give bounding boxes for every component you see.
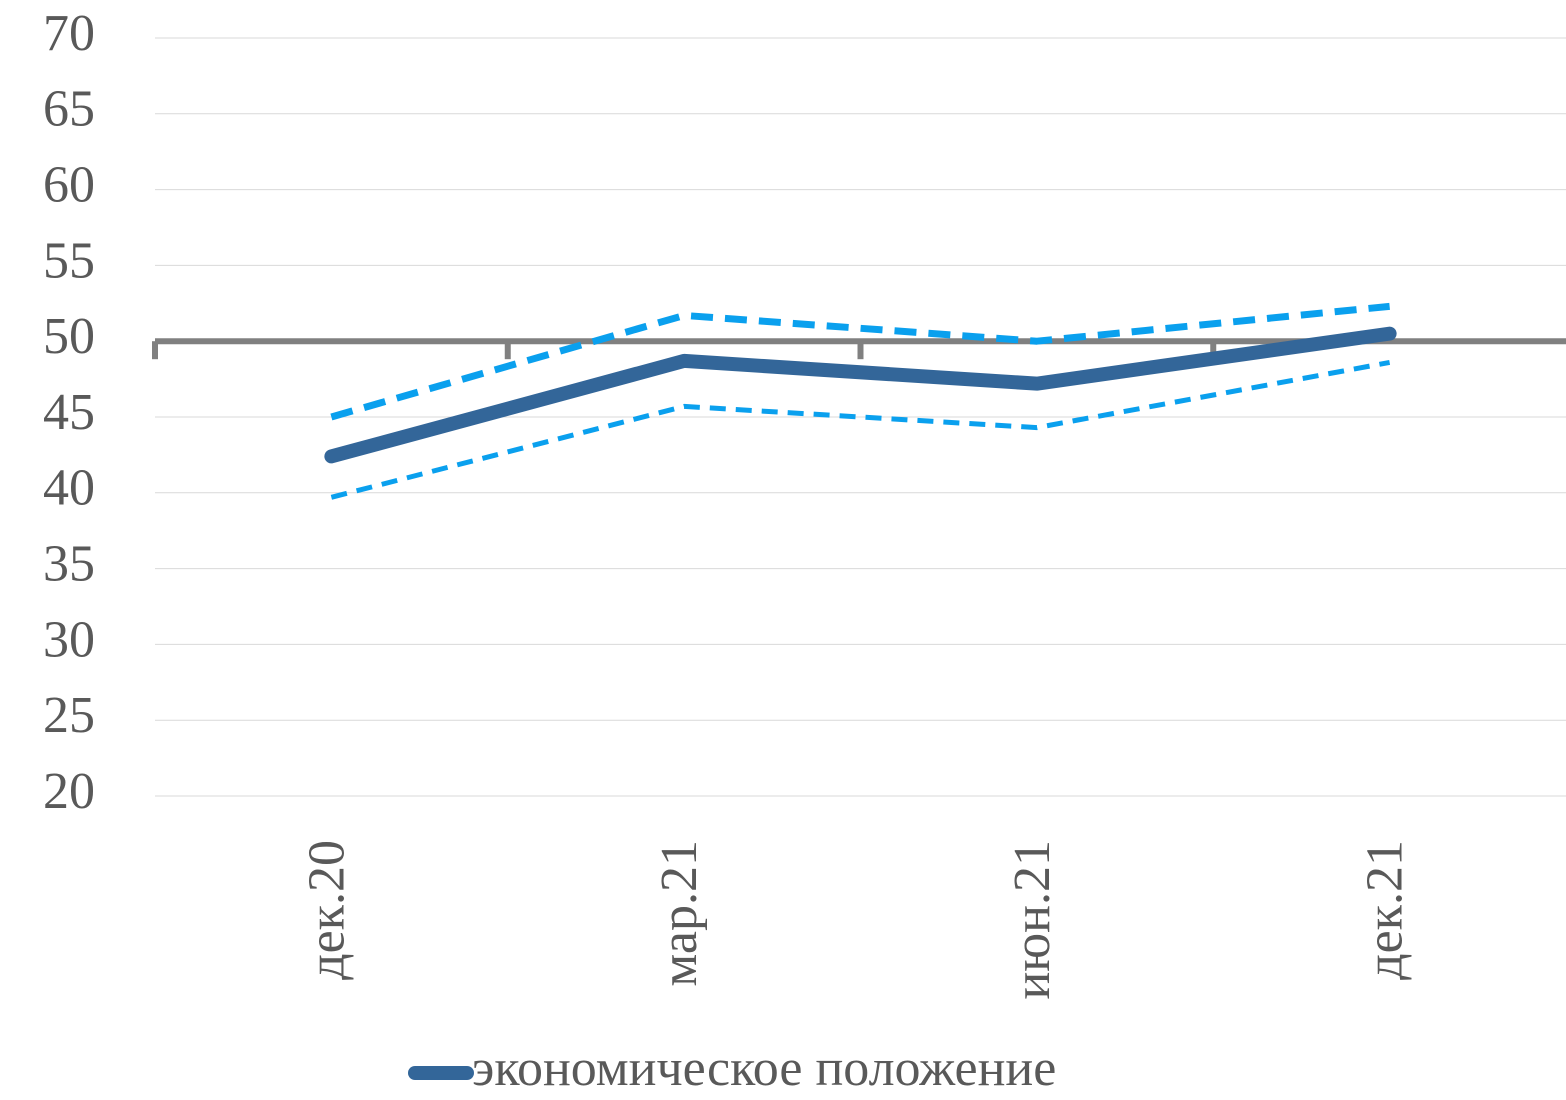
y-tick-label: 60 [43, 157, 95, 214]
y-tick-label: 30 [43, 611, 95, 668]
y-tick-label: 55 [43, 232, 95, 289]
series-line [324, 326, 1397, 464]
y-tick-label: 25 [43, 687, 95, 744]
x-tick-label: мар.21 [651, 840, 708, 987]
y-tick-label: 40 [43, 460, 95, 517]
series-line [330, 302, 1390, 421]
y-tick-label: 50 [43, 308, 95, 365]
x-tick-label: дек.21 [1357, 840, 1414, 980]
y-tick-label: 35 [43, 536, 95, 593]
legend-label: экономическое положение [472, 1040, 1056, 1097]
y-tick-label: 45 [43, 384, 95, 441]
y-tick-label: 20 [43, 763, 95, 820]
x-tick-label: дек.20 [298, 840, 355, 980]
series-line [330, 359, 1391, 500]
x-tick-label: июн.21 [1004, 840, 1061, 1000]
y-tick-label: 70 [43, 5, 95, 62]
y-tick-label: 65 [43, 81, 95, 138]
